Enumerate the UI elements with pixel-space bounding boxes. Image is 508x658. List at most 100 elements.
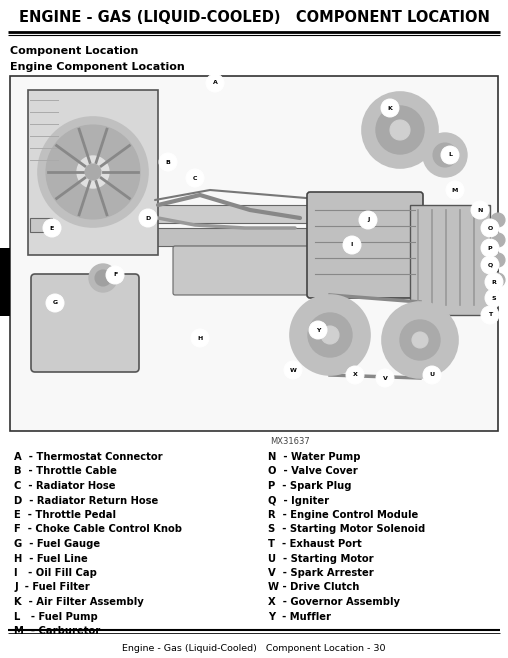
Circle shape bbox=[423, 133, 467, 177]
Text: A: A bbox=[212, 80, 217, 86]
Text: G: G bbox=[52, 301, 57, 305]
Circle shape bbox=[446, 181, 464, 199]
Circle shape bbox=[491, 213, 505, 227]
Text: U  - Starting Motor: U - Starting Motor bbox=[268, 553, 373, 563]
Circle shape bbox=[38, 117, 148, 227]
Text: T  - Exhaust Port: T - Exhaust Port bbox=[268, 539, 362, 549]
Text: MX31637: MX31637 bbox=[270, 437, 310, 446]
Text: ENGINE - GAS (LIQUID-COOLED)   COMPONENT LOCATION: ENGINE - GAS (LIQUID-COOLED) COMPONENT L… bbox=[19, 11, 489, 26]
Text: Q: Q bbox=[487, 263, 493, 268]
Circle shape bbox=[308, 313, 352, 357]
Circle shape bbox=[343, 236, 361, 254]
Circle shape bbox=[309, 321, 327, 339]
Circle shape bbox=[381, 99, 399, 117]
Circle shape bbox=[206, 74, 224, 92]
Circle shape bbox=[441, 146, 459, 164]
Text: G  - Fuel Gauge: G - Fuel Gauge bbox=[14, 539, 100, 549]
Text: T: T bbox=[488, 313, 492, 318]
Text: U: U bbox=[429, 372, 434, 378]
Text: L: L bbox=[448, 153, 452, 157]
Text: Engine Component Location: Engine Component Location bbox=[10, 62, 185, 72]
Circle shape bbox=[95, 270, 111, 286]
Circle shape bbox=[139, 209, 157, 227]
Circle shape bbox=[400, 320, 440, 360]
Circle shape bbox=[89, 264, 117, 292]
Text: X  - Governor Assembly: X - Governor Assembly bbox=[268, 597, 400, 607]
Circle shape bbox=[412, 332, 428, 348]
Circle shape bbox=[346, 366, 364, 384]
Circle shape bbox=[481, 219, 499, 237]
Text: V  - Spark Arrester: V - Spark Arrester bbox=[268, 568, 374, 578]
Text: C: C bbox=[193, 176, 197, 180]
FancyBboxPatch shape bbox=[307, 192, 423, 298]
Text: H: H bbox=[198, 336, 203, 340]
Text: P: P bbox=[488, 245, 492, 251]
Text: F  - Choke Cable Control Knob: F - Choke Cable Control Knob bbox=[14, 524, 182, 534]
Circle shape bbox=[43, 219, 61, 237]
Circle shape bbox=[77, 156, 109, 188]
Text: Y: Y bbox=[316, 328, 320, 332]
Circle shape bbox=[485, 289, 503, 307]
Text: E  - Throttle Pedal: E - Throttle Pedal bbox=[14, 510, 116, 520]
Circle shape bbox=[284, 361, 302, 379]
Text: Engine - Gas (Liquid-Cooled)   Component Location - 30: Engine - Gas (Liquid-Cooled) Component L… bbox=[122, 644, 386, 653]
Circle shape bbox=[362, 92, 438, 168]
Bar bbox=[155, 228, 385, 246]
Text: P  - Spark Plug: P - Spark Plug bbox=[268, 481, 352, 491]
Text: N: N bbox=[478, 207, 483, 213]
Circle shape bbox=[46, 125, 140, 219]
Text: S  - Starting Motor Solenoid: S - Starting Motor Solenoid bbox=[268, 524, 425, 534]
Text: J: J bbox=[367, 218, 369, 222]
Bar bbox=[410, 205, 490, 315]
Text: N  - Water Pump: N - Water Pump bbox=[268, 452, 361, 462]
Circle shape bbox=[471, 201, 489, 219]
Text: X: X bbox=[353, 372, 358, 378]
Text: Y  - Muffler: Y - Muffler bbox=[268, 611, 331, 622]
Circle shape bbox=[491, 253, 505, 267]
FancyBboxPatch shape bbox=[31, 274, 139, 372]
Circle shape bbox=[376, 106, 424, 154]
Circle shape bbox=[85, 164, 101, 180]
Text: Component Location: Component Location bbox=[10, 46, 138, 56]
Text: M: M bbox=[452, 188, 458, 193]
Circle shape bbox=[159, 153, 177, 171]
Circle shape bbox=[321, 326, 339, 344]
Text: S: S bbox=[492, 295, 496, 301]
Text: F: F bbox=[113, 272, 117, 278]
Text: I: I bbox=[351, 243, 353, 247]
Circle shape bbox=[186, 169, 204, 187]
Circle shape bbox=[481, 239, 499, 257]
Circle shape bbox=[376, 369, 394, 387]
Text: K  - Air Filter Assembly: K - Air Filter Assembly bbox=[14, 597, 144, 607]
Circle shape bbox=[423, 366, 441, 384]
Circle shape bbox=[290, 295, 370, 375]
Circle shape bbox=[491, 273, 505, 287]
Text: O: O bbox=[487, 226, 493, 230]
Text: E: E bbox=[50, 226, 54, 230]
Bar bbox=[30, 218, 52, 232]
Text: M  - Carburetor: M - Carburetor bbox=[14, 626, 100, 636]
Bar bbox=[0, 248, 10, 316]
Circle shape bbox=[491, 233, 505, 247]
Text: O  - Valve Cover: O - Valve Cover bbox=[268, 467, 358, 476]
Bar bbox=[155, 205, 385, 223]
Text: D  - Radiator Return Hose: D - Radiator Return Hose bbox=[14, 495, 158, 505]
Text: K: K bbox=[388, 105, 393, 111]
Bar bbox=[10, 76, 498, 431]
Text: W - Drive Clutch: W - Drive Clutch bbox=[268, 582, 359, 592]
Text: B: B bbox=[166, 159, 171, 164]
Text: C  - Radiator Hose: C - Radiator Hose bbox=[14, 481, 115, 491]
FancyBboxPatch shape bbox=[173, 246, 367, 295]
Circle shape bbox=[359, 211, 377, 229]
Text: R: R bbox=[492, 280, 496, 284]
Circle shape bbox=[46, 294, 64, 312]
Circle shape bbox=[433, 143, 457, 167]
Circle shape bbox=[390, 120, 410, 140]
Text: I   - Oil Fill Cap: I - Oil Fill Cap bbox=[14, 568, 97, 578]
Text: R  - Engine Control Module: R - Engine Control Module bbox=[268, 510, 418, 520]
Text: W: W bbox=[290, 368, 297, 372]
Text: V: V bbox=[383, 376, 388, 380]
Text: D: D bbox=[145, 216, 151, 220]
Text: L   - Fuel Pump: L - Fuel Pump bbox=[14, 611, 98, 622]
Bar bbox=[28, 90, 158, 255]
